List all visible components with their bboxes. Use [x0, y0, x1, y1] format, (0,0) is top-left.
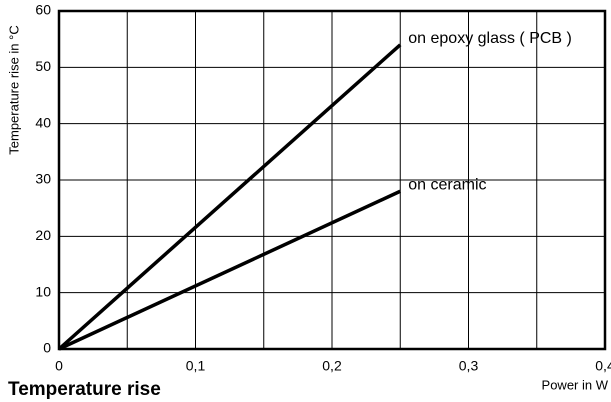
y-axis-label: Temperature rise in °C	[6, 25, 21, 154]
x-tick-label: 0	[55, 358, 63, 374]
y-tick-label: 30	[35, 171, 51, 187]
series-label: on epoxy glass ( PCB )	[408, 30, 572, 47]
x-tick-label: 0,3	[459, 358, 479, 374]
chart-title: Temperature rise	[8, 379, 161, 400]
x-tick-label: 0,1	[186, 358, 206, 374]
y-tick-label: 60	[35, 2, 51, 18]
plot-frame	[57, 9, 607, 351]
series-label: on ceramic	[408, 176, 486, 193]
y-tick-label: 20	[35, 227, 51, 243]
line-series	[58, 189, 401, 351]
y-tick-label: 50	[35, 58, 51, 74]
x-tick-label: 0,4	[595, 358, 611, 374]
x-axis-label: Power in W	[542, 377, 609, 392]
line-series	[57, 43, 402, 351]
y-tick-label: 40	[35, 114, 51, 130]
y-tick-label: 0	[43, 340, 51, 356]
x-tick-label: 0,2	[322, 358, 342, 374]
y-tick-label: 10	[35, 283, 51, 299]
